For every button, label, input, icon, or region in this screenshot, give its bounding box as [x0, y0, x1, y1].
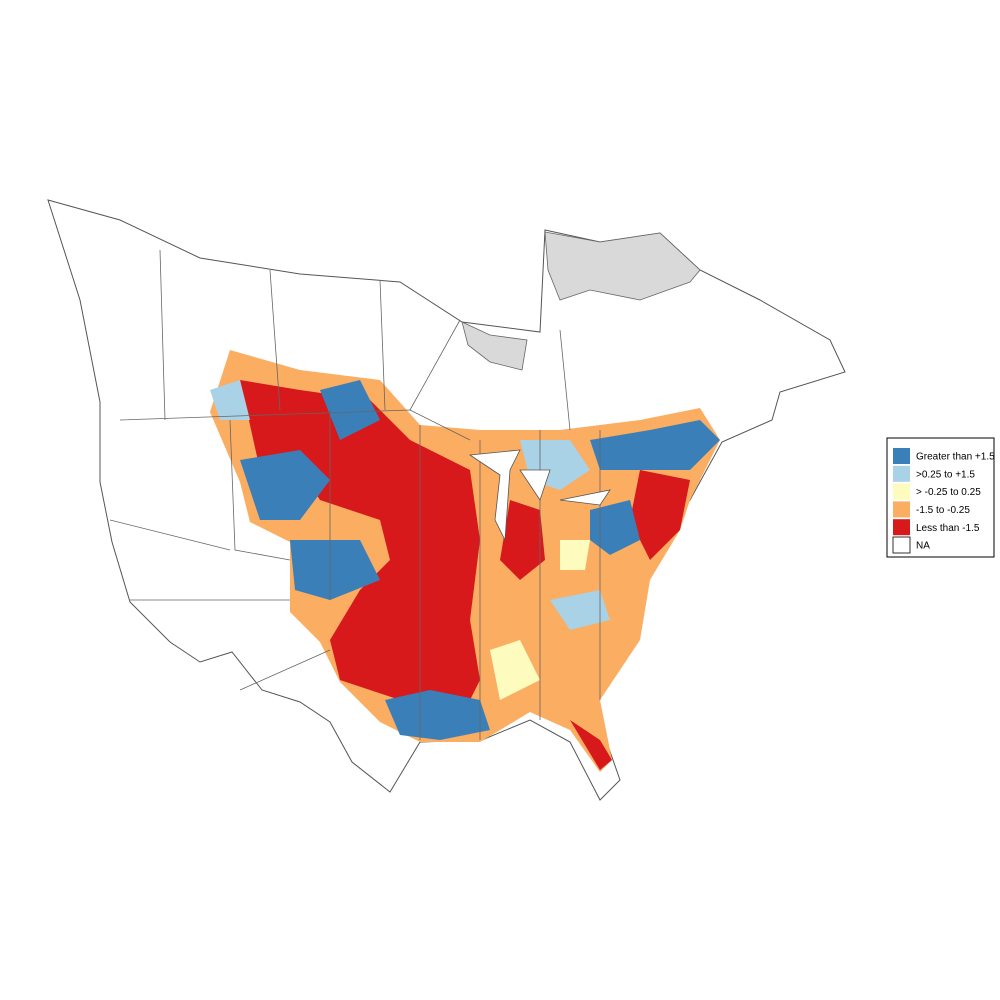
legend-swatch: [893, 465, 910, 482]
na-region: [544, 231, 701, 301]
borders: [109, 249, 611, 740]
legend-swatch: [893, 483, 910, 500]
region-cell: [550, 590, 610, 630]
region-cell: [560, 540, 590, 570]
region-cell: [290, 540, 380, 600]
region-cell: [385, 690, 490, 740]
region-cell: [320, 380, 380, 440]
region-cell: [500, 500, 545, 580]
region-cell: [490, 640, 540, 700]
legend: Greater than +1.5 >0.25 to +1.5 > -0.25 to…: [886, 437, 995, 558]
great-lakes: [468, 449, 611, 542]
legend-label: >0.25 to +1.5: [916, 469, 975, 480]
border: [159, 249, 461, 421]
legend-label: NA: [916, 541, 930, 552]
region-cell: [570, 720, 612, 770]
legend-swatch: [893, 448, 910, 464]
region-cell: [210, 380, 250, 420]
region-cell: [630, 470, 690, 560]
legend-label: > -0.25 to 0.25: [916, 487, 981, 498]
region-cell: [590, 420, 720, 470]
na-region: [461, 321, 528, 371]
legend-swatch: [893, 501, 910, 518]
legend-swatch: [892, 536, 911, 554]
legend-label: Greater than +1.5: [916, 452, 995, 463]
legend-label: Less than -1.5: [916, 523, 980, 534]
border: [109, 329, 571, 691]
region-cell: [240, 450, 330, 520]
legend-label: -1.5 to -0.25: [916, 505, 970, 516]
border: [229, 410, 601, 740]
region-cell: [590, 500, 640, 555]
legend-swatch: [893, 519, 910, 536]
